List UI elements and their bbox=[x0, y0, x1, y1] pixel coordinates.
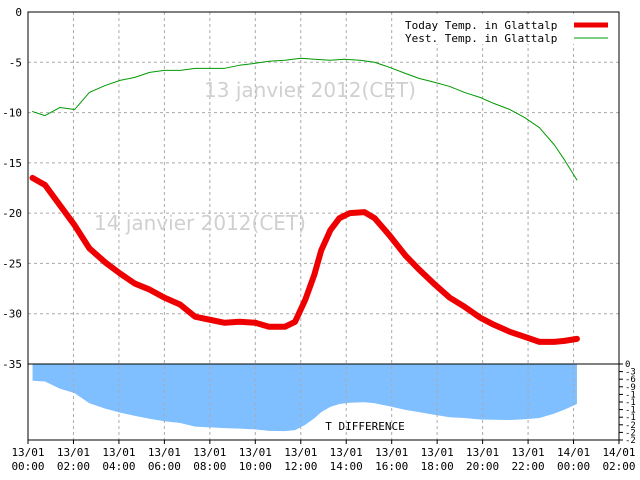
x-tick-label: 04:00 bbox=[102, 460, 135, 473]
x-tick-label: 22:00 bbox=[512, 460, 545, 473]
y-tick-label: -20 bbox=[2, 207, 22, 220]
y-tick-label: -35 bbox=[2, 358, 22, 371]
x-tick-label: 02:00 bbox=[602, 460, 635, 473]
x-tick-label: 13/01 bbox=[239, 446, 272, 459]
line-series bbox=[32, 57, 578, 181]
y2-tick-label: -2 bbox=[625, 428, 636, 438]
x-tick-label: 14/01 bbox=[602, 446, 635, 459]
y-tick-label: -30 bbox=[2, 308, 22, 321]
difference-area bbox=[32, 364, 577, 432]
x-tick-label: 12:00 bbox=[284, 460, 317, 473]
x-tick-label: 06:00 bbox=[148, 460, 181, 473]
legend-label: Yest. Temp. in Glattalp bbox=[405, 32, 557, 45]
legend-box bbox=[400, 14, 618, 44]
x-tick-label: 02:00 bbox=[57, 460, 90, 473]
x-tick-label: 13/01 bbox=[102, 446, 135, 459]
x-tick-label: 13/01 bbox=[512, 446, 545, 459]
x-tick-label: 13/01 bbox=[193, 446, 226, 459]
y2-tick-label: -2 bbox=[625, 436, 636, 446]
y2-tick-label: 0 bbox=[625, 360, 630, 370]
x-tick-label: 13/01 bbox=[284, 446, 317, 459]
y2-tick-label: -1 bbox=[625, 413, 636, 423]
watermark: 14 janvier 2012(CET) bbox=[94, 211, 306, 235]
y2-tick-label: -1 bbox=[625, 390, 636, 400]
y-tick-label: 0 bbox=[15, 6, 22, 19]
plot-frame bbox=[27, 11, 620, 441]
y2-tick-label: -1 bbox=[625, 406, 636, 416]
x-tick-label: 20:00 bbox=[466, 460, 499, 473]
y2-tick-label: -2 bbox=[625, 421, 636, 431]
y2-tick-label: -6 bbox=[625, 375, 636, 385]
x-tick-label: 00:00 bbox=[557, 460, 590, 473]
x-tick-label: 00:00 bbox=[11, 460, 44, 473]
x-tick-label: 18:00 bbox=[421, 460, 454, 473]
x-tick-label: 10:00 bbox=[239, 460, 272, 473]
x-tick-label: 13/01 bbox=[57, 446, 90, 459]
line-series bbox=[29, 174, 580, 345]
legend-label: Today Temp. in Glattalp bbox=[405, 19, 557, 32]
x-tick-label: 14/01 bbox=[557, 446, 590, 459]
difference-label: T DIFFERENCE bbox=[325, 420, 404, 433]
y-tick-label: -25 bbox=[2, 257, 22, 270]
x-tick-label: 13/01 bbox=[375, 446, 408, 459]
x-tick-label: 13/01 bbox=[11, 446, 44, 459]
x-tick-label: 16:00 bbox=[375, 460, 408, 473]
x-tick-label: 13/01 bbox=[148, 446, 181, 459]
y-tick-label: -10 bbox=[2, 107, 22, 120]
y2-tick-label: -9 bbox=[625, 383, 636, 393]
y-tick-label: -5 bbox=[9, 56, 22, 69]
x-tick-label: 08:00 bbox=[193, 460, 226, 473]
y2-tick-label: -3 bbox=[625, 368, 636, 378]
x-tick-label: 14:00 bbox=[330, 460, 363, 473]
x-tick-label: 13/01 bbox=[330, 446, 363, 459]
x-tick-label: 13/01 bbox=[421, 446, 454, 459]
x-tick-label: 13/01 bbox=[466, 446, 499, 459]
y2-tick-label: -1 bbox=[625, 398, 636, 408]
watermark: 13 janvier 2012(CET) bbox=[204, 78, 416, 102]
y-tick-label: -15 bbox=[2, 157, 22, 170]
